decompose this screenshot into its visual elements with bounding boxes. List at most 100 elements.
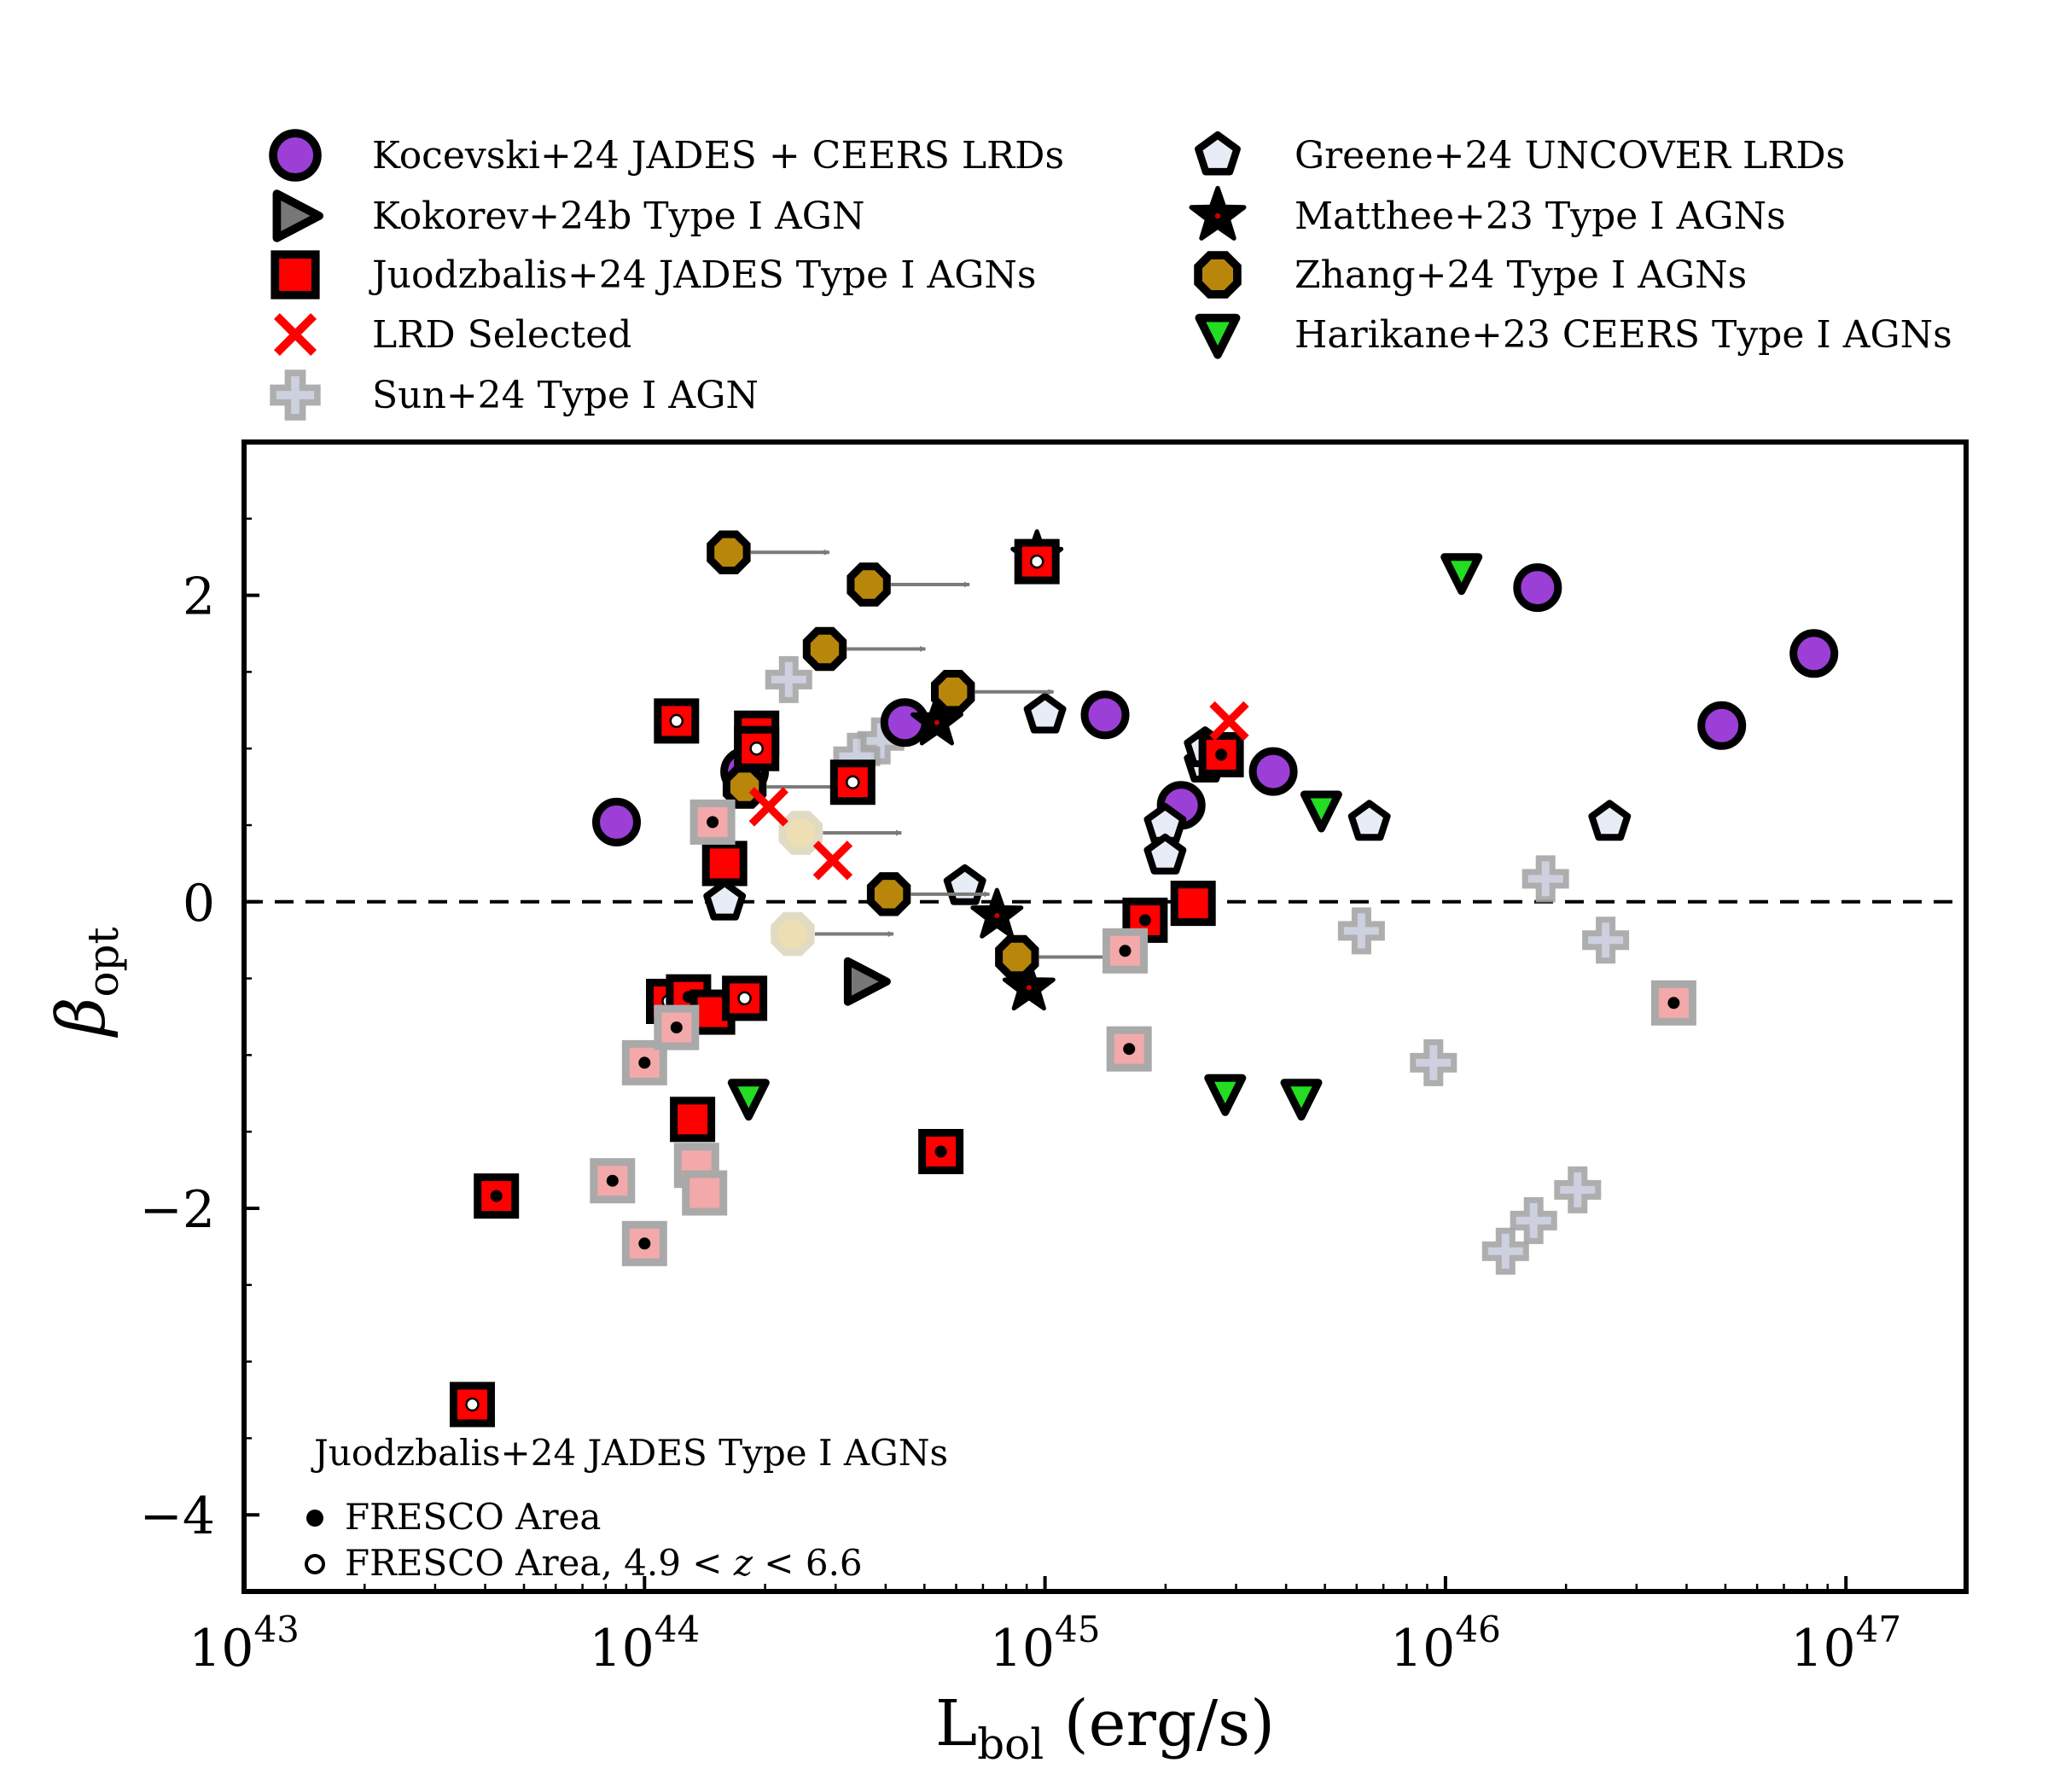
legend-label: Kocevski+24 JADES + CEERS LRDs — [372, 134, 1064, 177]
circle-marker — [596, 801, 637, 842]
x-tick-exponent: 45 — [1055, 1609, 1100, 1650]
filled-dot-icon — [1215, 748, 1227, 760]
legend-item-zhang: Zhang+24 Type I AGNs — [1198, 253, 1747, 297]
greene-point — [1352, 803, 1388, 837]
filled-dot-icon — [1667, 997, 1679, 1009]
juodzbalis-point — [834, 764, 871, 801]
legend-item-kocevski: Kocevski+24 JADES + CEERS LRDs — [273, 133, 1064, 177]
juodzbalis-point — [726, 980, 764, 1017]
inset-label-part: FRESCO Area, 4.9 < — [345, 1542, 734, 1584]
inset-legend-title: Juodzbalis+24 JADES Type I AGNs — [311, 1432, 948, 1474]
octagon-marker — [999, 939, 1035, 975]
square-marker — [1174, 885, 1212, 922]
legend-label: Juodzbalis+24 JADES Type I AGNs — [369, 253, 1037, 297]
juodzbalis_faint-point — [1655, 984, 1692, 1021]
zhang-point — [851, 567, 887, 602]
octagon-marker — [783, 815, 818, 851]
triangle-right-marker — [276, 194, 319, 238]
open-dot-icon — [671, 715, 683, 727]
x-tick-label: 1044 — [589, 1609, 700, 1679]
open-dot-icon — [847, 777, 858, 788]
circle-marker — [273, 133, 317, 177]
juodzbalis_faint-point — [1107, 932, 1144, 969]
zhang-point — [935, 674, 971, 710]
x-tick-base: 10 — [589, 1619, 654, 1679]
zhang-point — [999, 939, 1035, 975]
octagon-marker — [775, 916, 811, 951]
x-tick-exponent: 44 — [655, 1609, 700, 1650]
x-axis-label-main: L — [935, 1687, 977, 1760]
x-tick-label: 1046 — [1390, 1609, 1501, 1679]
star-center-dot — [1027, 985, 1032, 990]
x-tick-exponent: 46 — [1455, 1609, 1500, 1650]
juodzbalis-point — [1174, 885, 1212, 922]
triangle-down-marker — [1199, 318, 1236, 355]
filled-dot-icon — [607, 1175, 619, 1187]
square-marker — [686, 1174, 724, 1212]
legend-label: LRD Selected — [372, 313, 631, 357]
juodzbalis-point — [478, 1178, 515, 1215]
kocevski-point — [1702, 705, 1743, 746]
filled-dot-icon — [491, 1190, 503, 1202]
x-tick-exponent: 47 — [1856, 1609, 1901, 1650]
square-marker — [674, 1101, 712, 1138]
pentagon-marker — [1148, 837, 1184, 871]
harikane-legend-icon — [1199, 318, 1236, 355]
octagon-marker — [806, 631, 842, 666]
octagon-marker — [851, 567, 887, 602]
juodzbalis_faint-point — [594, 1162, 631, 1200]
open-dot-icon — [1031, 556, 1043, 567]
greene-point — [947, 868, 983, 902]
juodzbalis-point — [922, 1133, 960, 1171]
legend-item-juodzbalis: Juodzbalis+24 JADES Type I AGNs — [275, 253, 1036, 297]
kokorev-legend-icon — [276, 194, 319, 238]
legend-item-sun: Sun+24 Type I AGN — [273, 373, 759, 417]
circle-marker — [1253, 751, 1294, 792]
greene-point — [1148, 837, 1184, 871]
octagon-marker — [1198, 255, 1237, 294]
star-center-dot — [934, 720, 940, 725]
inset-label-part: < 6.6 — [753, 1542, 863, 1584]
juodzbalis-point — [1202, 736, 1240, 773]
filled-dot-icon — [306, 1510, 323, 1527]
x-tick-label: 1045 — [990, 1609, 1101, 1679]
x-axis-label: Lbol (erg/s) — [935, 1687, 1275, 1769]
greene-legend-icon — [1198, 135, 1236, 172]
greene-point — [707, 883, 742, 917]
filled-dot-icon — [671, 1021, 683, 1033]
juodzbalis_faint-point — [686, 1174, 724, 1212]
x-tick-exponent: 43 — [253, 1609, 299, 1650]
filled-dot-icon — [707, 816, 719, 828]
legend-label: Zhang+24 Type I AGNs — [1295, 253, 1747, 297]
filled-dot-icon — [1123, 1043, 1135, 1055]
plot-frame — [244, 442, 1966, 1591]
filled-dot-icon — [638, 1237, 650, 1249]
x-axis-label-sub: bol — [977, 1719, 1044, 1769]
legend-item-harikane: Harikane+23 CEERS Type I AGNs — [1199, 313, 1952, 357]
circle-marker — [884, 702, 925, 743]
star-center-dot — [1215, 213, 1220, 218]
x-tick-label: 1043 — [189, 1609, 300, 1679]
svg-text:Lbol (erg/s): Lbol (erg/s) — [935, 1687, 1275, 1769]
legend-label: Greene+24 UNCOVER LRDs — [1295, 134, 1845, 177]
octagon-marker — [935, 674, 971, 710]
open-dot-icon — [306, 1556, 323, 1573]
pentagon-marker — [1352, 803, 1388, 837]
zhang-legend-icon — [1198, 255, 1237, 294]
y-tick-label: 0 — [183, 874, 215, 934]
plus-marker — [273, 373, 317, 417]
circle-marker — [1517, 567, 1558, 608]
legend-label: Matthee+23 Type I AGNs — [1295, 195, 1786, 238]
kocevski-point — [1253, 751, 1294, 792]
juodzbalis-point — [658, 702, 695, 740]
inset-legend-item-filled: FRESCO Area — [345, 1496, 601, 1538]
kocevski-legend-icon — [273, 133, 317, 177]
open-dot-icon — [739, 992, 751, 1004]
x-tick-base: 10 — [1790, 1619, 1855, 1679]
square-marker — [275, 254, 316, 295]
juodzbalis-point — [706, 845, 743, 882]
juodzbalis_faint-point — [694, 803, 731, 841]
zhang-point — [775, 916, 811, 951]
circle-marker — [1794, 633, 1835, 674]
lrd-legend-icon — [276, 316, 313, 352]
